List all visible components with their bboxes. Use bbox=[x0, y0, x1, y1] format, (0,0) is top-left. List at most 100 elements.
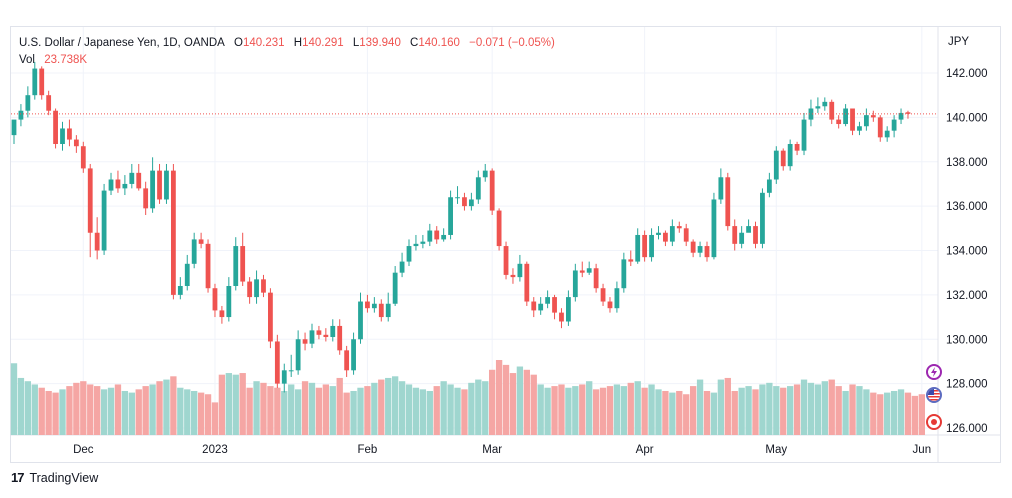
volume-bar bbox=[343, 392, 350, 435]
candle-body bbox=[794, 144, 800, 151]
candle-body bbox=[406, 246, 412, 262]
volume-bar bbox=[786, 386, 794, 435]
volume-bar bbox=[606, 386, 614, 435]
volume-bar bbox=[440, 381, 447, 435]
legend-volume-label: Vol bbox=[19, 54, 35, 66]
volume-bar bbox=[232, 374, 239, 435]
volume-bar bbox=[870, 392, 877, 435]
candle-body bbox=[434, 230, 440, 240]
volume-bar bbox=[703, 390, 711, 435]
volume-bar bbox=[877, 394, 884, 435]
candle-body bbox=[11, 119, 17, 136]
legend-open-label: O bbox=[234, 37, 243, 49]
candle-body bbox=[808, 108, 814, 120]
candle-body bbox=[552, 297, 557, 313]
candle-body bbox=[212, 288, 218, 311]
candle-body bbox=[288, 370, 294, 372]
volume-bar bbox=[38, 387, 45, 435]
candlestick-chart[interactable]: 126.000 128.000 130.000 132.000 134.000 136.0… bbox=[0, 0, 1012, 470]
volume-bar bbox=[426, 390, 433, 435]
candle-body bbox=[780, 150, 786, 167]
volume-bar bbox=[66, 386, 73, 435]
volume-bar bbox=[592, 389, 600, 435]
candle-body bbox=[337, 325, 343, 351]
y-tick-label: 142.000 bbox=[946, 68, 988, 80]
volume-bar bbox=[412, 387, 420, 435]
candle-body bbox=[663, 232, 668, 242]
candle-body bbox=[531, 301, 537, 311]
candle-body bbox=[468, 199, 474, 207]
volume-bar bbox=[738, 387, 745, 435]
volume-bar bbox=[717, 379, 725, 435]
candle-body bbox=[725, 177, 731, 227]
volume-bar bbox=[197, 392, 205, 435]
legend-close-value: 140.160 bbox=[418, 37, 460, 49]
candle-body bbox=[489, 170, 495, 211]
candle-body bbox=[39, 68, 45, 96]
volume-bar bbox=[800, 379, 808, 435]
flag-us-icon[interactable] bbox=[926, 387, 942, 403]
candle-body bbox=[843, 108, 848, 125]
volume-bar bbox=[911, 395, 919, 435]
candle-body bbox=[891, 119, 897, 131]
volume-bar bbox=[620, 386, 628, 435]
candle-body bbox=[732, 226, 738, 244]
footer-brand[interactable]: 17 TradingView bbox=[11, 470, 98, 485]
candle-body bbox=[760, 192, 765, 244]
volume-bar bbox=[461, 389, 468, 435]
volume-bar bbox=[447, 384, 454, 435]
volume-bar bbox=[676, 390, 683, 435]
y-tick-label: 126.000 bbox=[946, 423, 988, 435]
candle-body bbox=[628, 259, 634, 262]
volume-bar bbox=[398, 381, 406, 435]
volume-bar bbox=[364, 386, 371, 435]
candle-body bbox=[455, 197, 460, 199]
record-icon[interactable] bbox=[926, 414, 942, 430]
candle-body bbox=[385, 303, 391, 318]
lightning-icon[interactable] bbox=[926, 364, 942, 380]
candle-body bbox=[378, 303, 384, 318]
volume-bar bbox=[246, 387, 253, 435]
candle-body bbox=[676, 226, 682, 229]
candle-body bbox=[143, 188, 149, 209]
volume-bar bbox=[627, 382, 634, 435]
candle-body bbox=[365, 301, 370, 309]
candle-body bbox=[669, 226, 675, 242]
volume-bar bbox=[357, 387, 364, 435]
candle-body bbox=[898, 112, 904, 120]
volume-bar bbox=[267, 386, 274, 435]
candle-body bbox=[358, 301, 363, 340]
volume-bar bbox=[821, 381, 828, 435]
candle-body bbox=[593, 268, 599, 289]
volume-bar bbox=[544, 387, 551, 435]
candle-body bbox=[559, 312, 564, 322]
volume-bar bbox=[780, 387, 787, 435]
volume-bar bbox=[274, 387, 281, 435]
volume-bar bbox=[260, 382, 267, 435]
legend-symbol[interactable]: U.S. Dollar / Japanese Yen, 1D, OANDA bbox=[19, 37, 225, 49]
candle-body bbox=[649, 234, 654, 258]
candle-body bbox=[177, 286, 183, 295]
candle-body bbox=[261, 279, 266, 293]
candle-body bbox=[115, 179, 121, 189]
candle-body bbox=[205, 243, 211, 289]
candle-body bbox=[829, 101, 835, 120]
candle-body bbox=[801, 119, 807, 151]
candle-body bbox=[164, 170, 169, 200]
x-tick-label: 2023 bbox=[202, 444, 228, 456]
volume-bar bbox=[586, 381, 593, 435]
candle-body bbox=[226, 286, 232, 318]
volume-bar bbox=[184, 389, 191, 435]
candle-body bbox=[150, 170, 155, 209]
volume-bar bbox=[897, 389, 905, 435]
volume-bar bbox=[322, 384, 330, 435]
candle-body bbox=[538, 303, 544, 311]
x-tick-label: May bbox=[765, 444, 787, 456]
candle-body bbox=[268, 292, 273, 342]
candle-body bbox=[371, 303, 377, 309]
volume-bar bbox=[558, 384, 565, 435]
volume-bar bbox=[641, 387, 648, 435]
candle-body bbox=[25, 95, 31, 111]
volume-bar bbox=[350, 390, 357, 435]
volume-bar bbox=[489, 369, 496, 435]
